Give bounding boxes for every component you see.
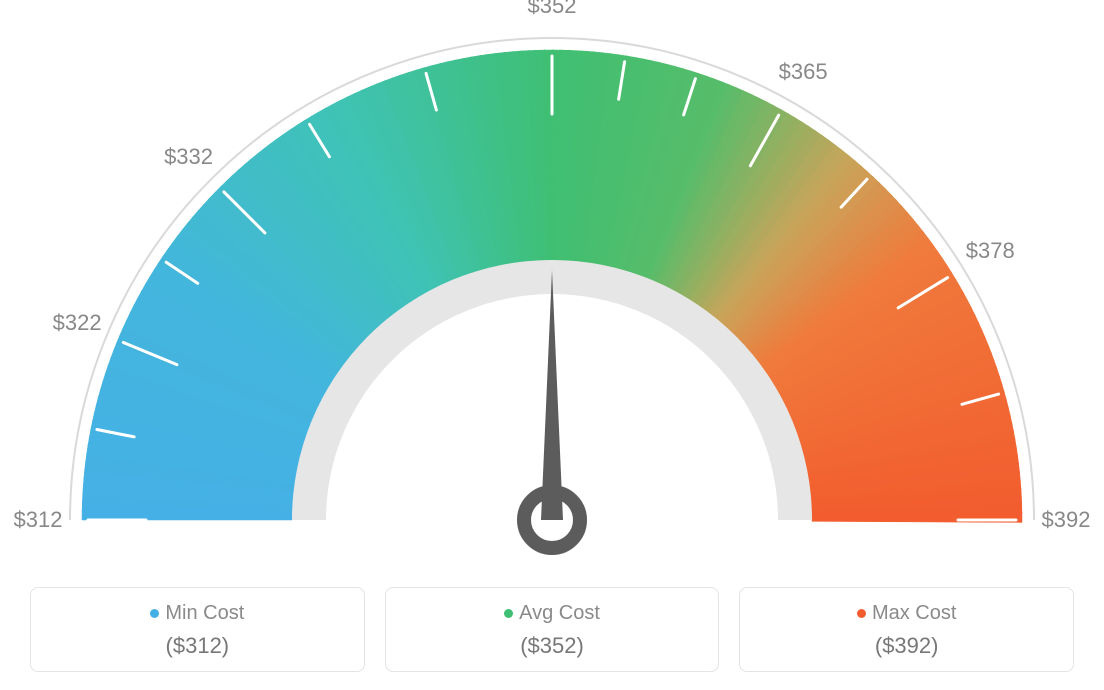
legend-row: Min Cost ($312) Avg Cost ($352) Max Cost… xyxy=(0,587,1104,672)
legend-dot-avg xyxy=(504,609,513,618)
legend-dot-max xyxy=(857,609,866,618)
legend-title-min: Min Cost xyxy=(41,602,354,625)
gauge-svg xyxy=(0,0,1104,560)
legend-title-max: Max Cost xyxy=(750,602,1063,625)
legend-value-max: ($392) xyxy=(750,633,1063,659)
gauge-tick-label: $312 xyxy=(14,507,63,533)
legend-dot-min xyxy=(150,609,159,618)
gauge-tick-label: $352 xyxy=(528,0,577,19)
gauge-chart-container: $312 $322 $332 $352 $365 $378 $392 Min Cost ($… xyxy=(0,0,1104,690)
gauge-area: $312 $322 $332 $352 $365 $378 $392 xyxy=(0,0,1104,560)
gauge-tick-label: $392 xyxy=(1042,507,1091,533)
legend-value-avg: ($352) xyxy=(396,633,709,659)
gauge-needle xyxy=(541,270,563,520)
legend-value-min: ($312) xyxy=(41,633,354,659)
legend-title-avg: Avg Cost xyxy=(396,602,709,625)
gauge-tick-label: $378 xyxy=(966,238,1015,264)
legend-card-min: Min Cost ($312) xyxy=(30,587,365,672)
gauge-tick-label: $365 xyxy=(779,59,828,85)
legend-card-max: Max Cost ($392) xyxy=(739,587,1074,672)
legend-label-avg: Avg Cost xyxy=(519,602,600,624)
gauge-tick-label: $332 xyxy=(164,144,213,170)
legend-label-max: Max Cost xyxy=(872,602,956,624)
legend-label-min: Min Cost xyxy=(165,602,244,624)
gauge-tick-label: $322 xyxy=(53,310,102,336)
legend-card-avg: Avg Cost ($352) xyxy=(385,587,720,672)
